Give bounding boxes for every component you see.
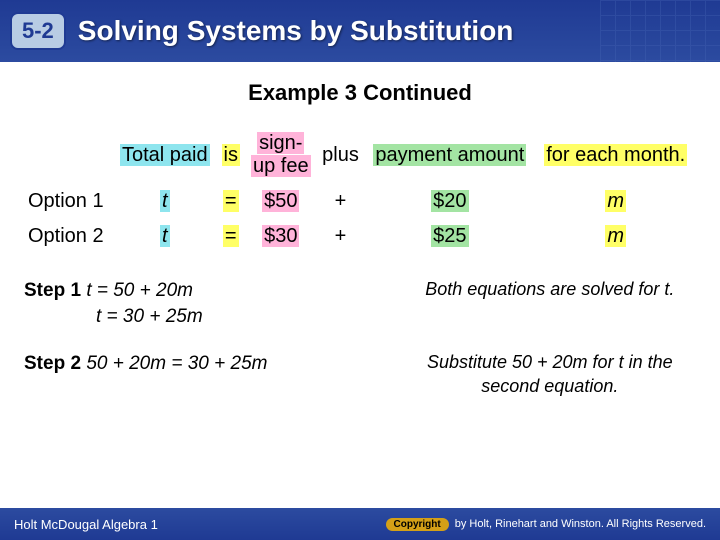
row2-pay: $25 [431,225,468,247]
step-1: Step 1 t = 50 + 20m t = 30 + 25m Both eq… [24,278,696,329]
table-row: Option 2 t = $30 + $25 m [24,219,696,254]
row2-plus: + [317,219,365,254]
col-signup-b: up fee [251,155,311,177]
step2-eq: 50 + 20m = 30 + 25m [86,353,267,374]
row1-total: t [160,190,170,212]
slide-content: Example 3 Continued Total paid is sign-u… [0,62,720,438]
step-2: Step 2 50 + 20m = 30 + 25m Substitute 50… [24,351,696,398]
step1-note: Both equations are solved for t. [394,278,696,329]
row1-label: Option 1 [24,184,113,219]
steps-section: Step 1 t = 50 + 20m t = 30 + 25m Both eq… [24,278,696,398]
step1-eq1: t = 50 + 20m [86,280,193,301]
header-grid-decoration [600,0,720,62]
footer-book-title: Holt McDougal Algebra 1 [14,517,158,532]
slide-footer: Holt McDougal Algebra 1 Copyright by Hol… [0,508,720,540]
row2-eq: = [223,225,239,247]
col-payment: payment amount [373,144,526,166]
row2-label: Option 2 [24,219,113,254]
row1-pay: $20 [431,190,468,212]
lesson-number-badge: 5-2 [10,12,66,50]
lesson-title: Solving Systems by Substitution [78,15,514,47]
row1-eq: = [223,190,239,212]
slide-header: 5-2 Solving Systems by Substitution [0,0,720,62]
step2-note: Substitute 50 + 20m for t in the second … [394,351,696,398]
col-foreach: for each month. [544,144,687,166]
copyright-badge: Copyright [386,518,449,531]
step1-eq2: t = 30 + 25m [24,304,394,330]
copyright-text: by Holt, Rinehart and Winston. All Right… [455,518,706,530]
col-signup-a: sign- [257,132,304,154]
step2-label: Step 2 [24,353,81,374]
row2-month: m [605,225,626,247]
footer-copyright: Copyright by Holt, Rinehart and Winston.… [386,518,707,531]
col-total-paid: Total paid [120,144,210,166]
col-plus: plus [317,126,365,184]
col-is: is [222,144,240,166]
equation-table: Total paid is sign-up fee plus payment a… [24,126,696,254]
example-title: Example 3 Continued [24,80,696,106]
step1-label: Step 1 [24,280,81,301]
row2-total: t [160,225,170,247]
row1-plus: + [317,184,365,219]
table-header-row: Total paid is sign-up fee plus payment a… [24,126,696,184]
row1-month: m [605,190,626,212]
row1-fee: $50 [262,190,299,212]
row2-fee: $30 [262,225,299,247]
table-row: Option 1 t = $50 + $20 m [24,184,696,219]
